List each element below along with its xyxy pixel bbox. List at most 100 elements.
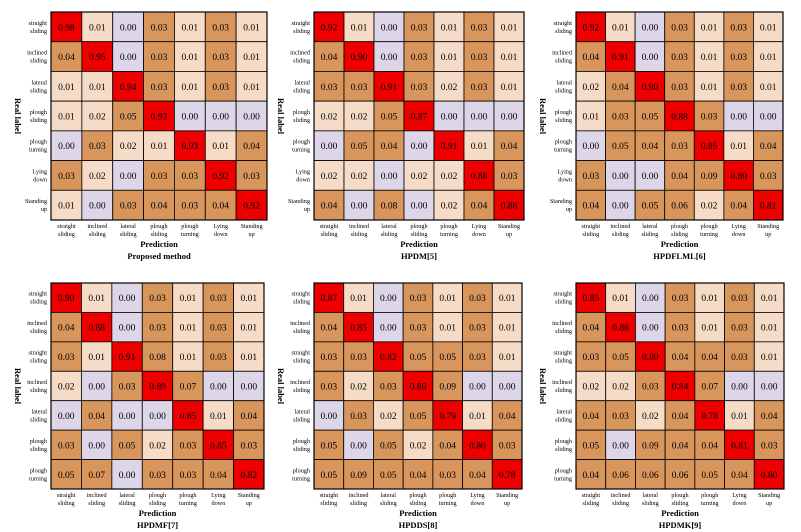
matrix-cell [202,312,234,343]
row-tick-label: plough sliding [30,438,48,453]
cell-value: 0.03 [210,294,227,304]
cell-value: 0.04 [501,142,518,152]
matrix-cell [634,189,666,221]
matrix-cell [112,71,144,102]
matrix-cell [204,71,237,102]
cell-value: 0.92 [212,172,229,182]
matrix-cell [204,100,237,132]
matrix-cell [172,400,204,431]
cell-value: 0.03 [351,83,368,93]
cell-value: 0.04 [321,53,338,63]
matrix-cell [235,100,268,132]
cell-value: 0.98 [58,23,75,33]
col-tick-label: lateral sliding [381,223,398,238]
cell-value: 0.03 [469,324,486,334]
col-tick-label: plough turning [700,223,718,238]
col-tick-label: Standing up [498,223,520,238]
matrix-cell [373,160,405,191]
cell-value: 0.01 [439,324,456,334]
matrix-cell [493,11,525,43]
cell-value: 0.03 [410,294,427,304]
matrix-cell [432,429,463,460]
row-tick-label: straight sliding [28,291,47,306]
matrix-cell [605,429,636,460]
cell-value: 0.03 [469,353,486,363]
matrix-cell [373,71,405,102]
matrix-cell [462,282,493,313]
matrix-cell [463,189,495,221]
cell-value: 0.01 [501,83,518,93]
cell-value: 0.00 [642,294,659,304]
matrix-cell [81,282,113,313]
matrix-cell [204,11,237,43]
matrix-cell [343,429,374,460]
cell-value: 0.07 [180,383,197,393]
cell-value: 0.03 [671,53,688,63]
matrix-cell [403,11,435,43]
cell-value: 0.04 [381,142,398,152]
cell-value: 0.03 [612,412,629,422]
cell-value: 0.92 [582,23,599,33]
matrix-cell [634,100,666,132]
cell-value: 0.01 [88,353,105,363]
panel-title: HPDFLML[6] [653,251,706,261]
cell-value: 0.02 [351,113,368,123]
matrix-cell [233,312,265,343]
cell-value: 0.04 [582,53,599,63]
matrix-cell [664,341,696,372]
row-tick-label: lateral sliding [30,408,47,423]
cell-value: 0.07 [701,383,718,393]
cell-value: 0.03 [120,202,137,212]
row-tick-label: inclined sliding [552,50,573,65]
cell-value: 0.09 [701,172,718,182]
row-tick-label: straight sliding [28,20,47,35]
confusion-matrix-panel-6: 0.85 0.01 0.00 0.03 0.01 0.03 0.01 0.04 0.86 0.00… [538,282,785,530]
col-tick-label: Lying down [731,223,745,238]
matrix-cell [723,160,754,191]
cell-value: 0.01 [243,53,260,63]
cell-value: 0.04 [210,471,227,481]
cell-value: 0.03 [212,83,229,93]
row-tick-label: plough turning [554,467,573,482]
cell-value: 0.85 [180,412,197,422]
matrix-cell [433,189,465,221]
matrix-cell [172,341,204,372]
cell-value: 0.04 [321,202,338,212]
matrix-frame [313,282,523,490]
cell-value: 0.03 [151,53,168,63]
cell-value: 0.03 [582,172,599,182]
cell-value: 0.03 [671,142,688,152]
matrix-cell [233,400,265,431]
x-axis-label: Prediction [400,239,438,249]
col-tick-label: plough turning [181,223,199,238]
cell-value: 0.01 [58,113,75,123]
matrix-cell [635,400,666,431]
cell-value: 0.93 [151,113,168,123]
row-tick-label: lateral sliding [555,79,572,94]
matrix-cell [693,100,725,132]
matrix-cell [313,370,345,402]
cell-value: 0.88 [671,113,688,123]
cell-value: 0.00 [119,294,136,304]
row-tick-label: straight sliding [553,350,572,365]
cell-value: 0.03 [210,353,227,363]
cell-value: 0.00 [380,324,397,334]
row-tick-label: plough sliding [293,109,311,124]
cell-value: 0.00 [381,172,398,182]
cell-value: 0.00 [212,113,229,123]
row-tick-label: inclined sliding [290,320,311,335]
matrix-cell [635,282,666,313]
matrix-cell [233,282,265,313]
cell-value: 0.03 [730,83,747,93]
cell-value: 0.03 [501,172,518,182]
cell-value: 0.00 [149,412,166,422]
confusion-matrix-panel-4: 0.90 0.01 0.00 0.03 0.01 0.03 0.01 0.04 0.88 0.00… [13,282,265,530]
cell-value: 0.80 [642,353,659,363]
cell-value: 0.03 [180,471,197,481]
matrix-cell [694,459,725,490]
cell-value: 0.03 [182,202,199,212]
cell-value: 0.08 [381,202,398,212]
row-tick-label: plough sliding [293,438,311,453]
col-tick-label: plough sliding [671,223,689,238]
matrix-cell [172,429,204,460]
